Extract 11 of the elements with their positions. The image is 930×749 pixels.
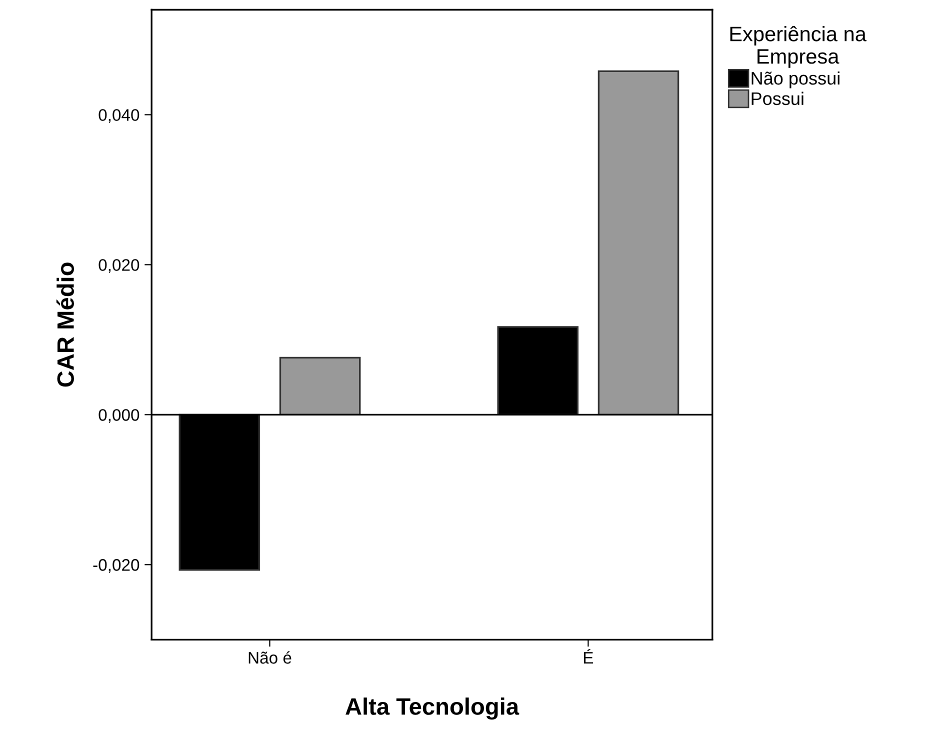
x-tick-label: Não é xyxy=(248,651,292,664)
y-tick-label: 0,020 xyxy=(98,259,140,273)
y-axis-title: CAR Médio xyxy=(56,262,74,387)
legend-title: Experiência na Empresa xyxy=(730,26,866,68)
legend-label: Não possui xyxy=(752,71,840,88)
y-tick-label: 0,000 xyxy=(98,409,140,423)
legend-label: Possui xyxy=(752,92,804,106)
x-axis-title: Alta Tecnologia xyxy=(346,698,520,720)
y-tick-label: -0,020 xyxy=(93,559,140,573)
x-tick-label: É xyxy=(584,649,594,664)
y-tick-label: 0,040 xyxy=(98,109,140,123)
